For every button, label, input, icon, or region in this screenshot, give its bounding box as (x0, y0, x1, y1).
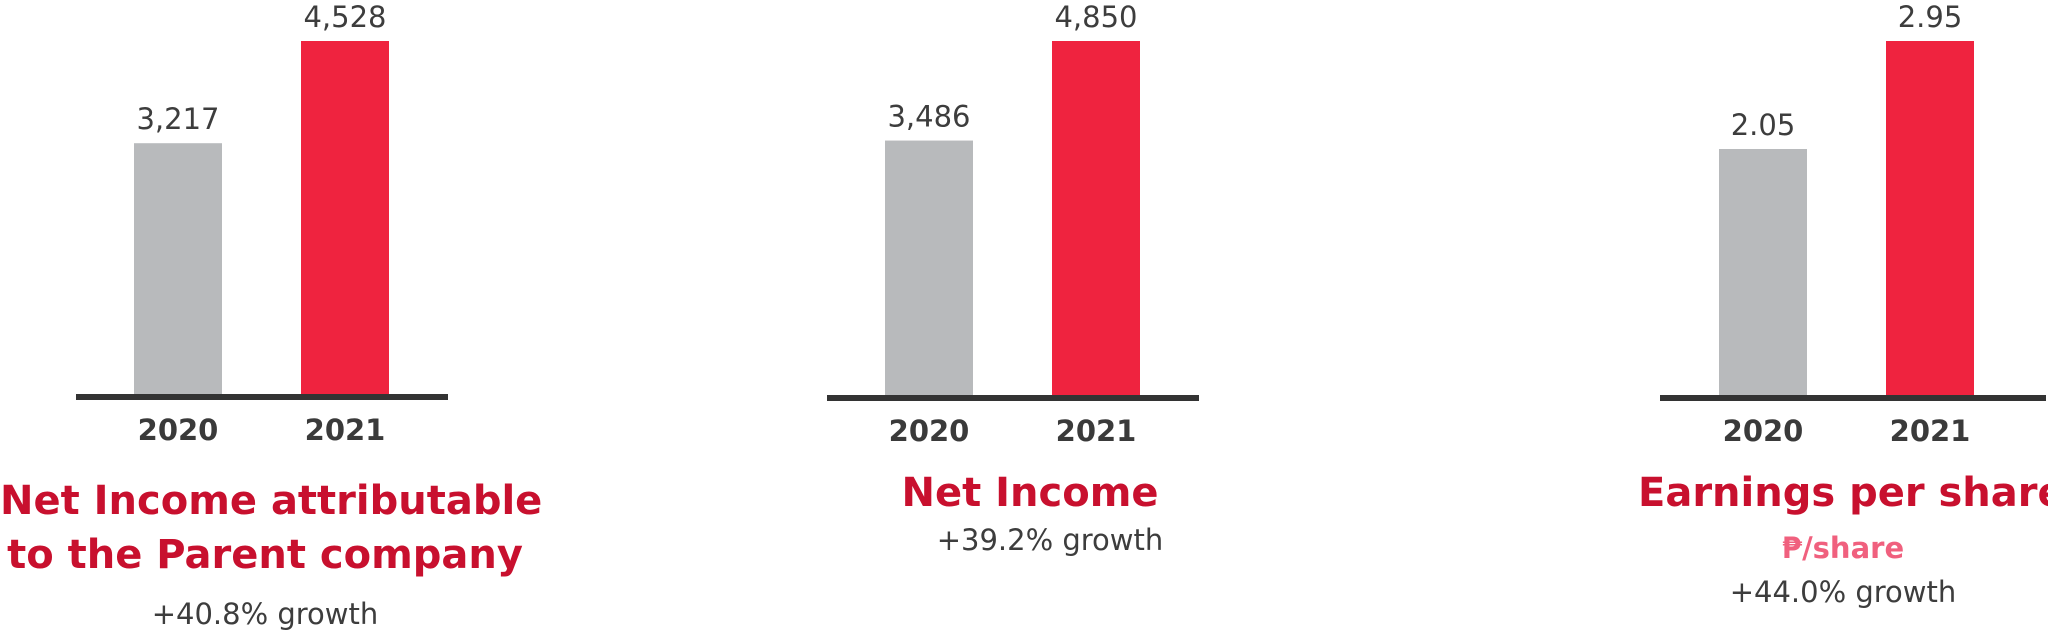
chart-2-tick-2021: 2021 (1056, 414, 1137, 448)
chart-1-bar-2021 (301, 41, 389, 394)
chart-earnings-per-share: 2.05 2.95 2020 2021 (1660, 0, 2046, 448)
chart-2-bar-2020 (885, 140, 973, 395)
chart-1-tick-2021: 2021 (305, 413, 386, 447)
chart-3-title: Earnings per share (1638, 470, 2048, 516)
chart-1-value-label-2021: 4,528 (303, 0, 386, 34)
chart-3-tick-2020: 2020 (1723, 414, 1804, 448)
chart-3-value-label-2020: 2.05 (1731, 108, 1796, 142)
chart-1-growth: +40.8% growth (151, 597, 379, 631)
chart-2-growth: +39.2% growth (936, 523, 1164, 557)
chart-3-value-label-2021: 2.95 (1898, 0, 1963, 34)
chart-3-tick-2021: 2021 (1890, 414, 1971, 448)
chart-net-income-parent: 3,217 4,528 2020 2021 (76, 0, 448, 447)
chart-1-value-label-2020: 3,217 (136, 102, 219, 136)
chart-1-tick-2020: 2020 (138, 413, 219, 447)
chart-net-income: 3,486 4,850 2020 2021 (827, 0, 1199, 448)
chart-2-value-label-2020: 3,486 (887, 100, 970, 134)
chart-3-unit: ₱/share (1781, 531, 1905, 565)
chart-2-value-label-2021: 4,850 (1054, 0, 1137, 34)
chart-3-growth: +44.0% growth (1729, 575, 1957, 609)
chart-3-bar-2020 (1719, 149, 1807, 395)
chart-3-bar-2021 (1886, 41, 1974, 395)
chart-2-caption: Net Income +39.2% growth (830, 466, 1230, 560)
chart-1-title-line-1: Net Income attributable (0, 478, 543, 524)
chart-2-bar-2021 (1052, 41, 1140, 395)
chart-1-bar-2020 (134, 143, 222, 394)
chart-3-caption: Earnings per share ₱/share +44.0% growth (1638, 466, 2048, 612)
chart-1-caption: Net Income attributable to the Parent co… (0, 474, 543, 634)
chart-2-tick-2020: 2020 (889, 414, 970, 448)
chart-1-title-line-2: to the Parent company (7, 532, 523, 578)
chart-2-title: Net Income (901, 470, 1159, 516)
